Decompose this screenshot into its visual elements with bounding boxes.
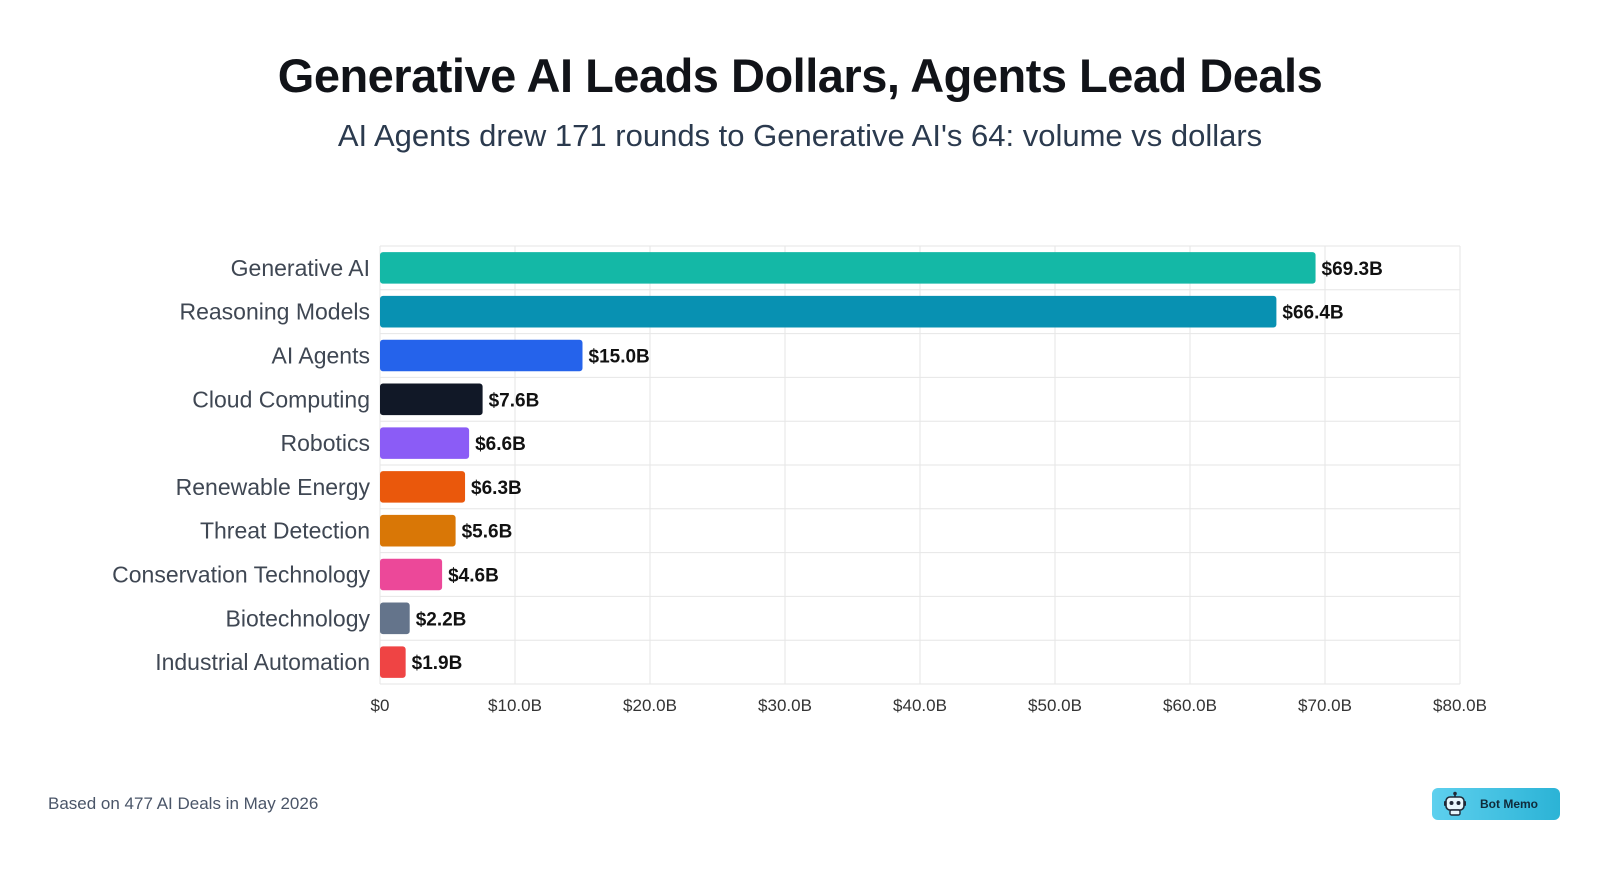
value-label: $5.6B bbox=[462, 522, 513, 543]
value-label: $6.6B bbox=[475, 434, 526, 455]
bar bbox=[380, 602, 410, 635]
x-tick-label: $20.0B bbox=[623, 696, 677, 715]
x-tick-label: $30.0B bbox=[758, 696, 812, 715]
robot-icon bbox=[1444, 791, 1466, 816]
bar bbox=[380, 339, 583, 372]
category-label: Reasoning Models bbox=[179, 299, 370, 325]
labels: $0 $10.0B $20.0B $30.0B $40.0B $50.0B $60.0B $7… bbox=[112, 255, 1487, 715]
value-label: $4.6B bbox=[448, 566, 499, 587]
category-label: Conservation Technology bbox=[112, 562, 370, 588]
bar bbox=[380, 514, 456, 547]
bar bbox=[380, 252, 1316, 284]
x-tick-label: $0 bbox=[371, 696, 390, 715]
x-tick-label: $80.0B bbox=[1433, 696, 1487, 715]
value-label: $15.0B bbox=[589, 347, 650, 368]
footnote: Based on 477 AI Deals in May 2026 bbox=[48, 794, 319, 813]
category-label: Robotics bbox=[281, 430, 370, 456]
category-label: Industrial Automation bbox=[155, 649, 370, 675]
x-tick-label: $60.0B bbox=[1163, 696, 1217, 715]
category-label: Biotechnology bbox=[226, 605, 371, 631]
bar bbox=[380, 471, 466, 503]
chart-subtitle: AI Agents drew 171 rounds to Generative … bbox=[337, 118, 1263, 153]
category-label: AI Agents bbox=[272, 343, 370, 369]
bars bbox=[380, 252, 1316, 678]
x-tick-label: $50.0B bbox=[1028, 696, 1082, 715]
bar bbox=[380, 646, 406, 678]
category-label: Renewable Energy bbox=[176, 474, 371, 500]
bar bbox=[380, 558, 443, 591]
bar bbox=[380, 427, 470, 459]
value-label: $2.2B bbox=[416, 609, 467, 630]
bar bbox=[380, 295, 1277, 328]
chart-title: Generative AI Leads Dollars, Agents Lead… bbox=[277, 49, 1323, 102]
value-label: $66.4B bbox=[1282, 303, 1343, 324]
value-label: $7.6B bbox=[489, 390, 540, 411]
value-label: $69.3B bbox=[1322, 259, 1383, 280]
category-label: Cloud Computing bbox=[192, 386, 370, 412]
badge-label: Bot Memo bbox=[1480, 797, 1538, 811]
value-label: $1.9B bbox=[412, 653, 463, 674]
value-label: $6.3B bbox=[471, 478, 522, 499]
category-label: Generative AI bbox=[231, 255, 370, 281]
bot-memo-badge: Bot Memo bbox=[1432, 788, 1560, 820]
x-tick-label: $10.0B bbox=[488, 696, 542, 715]
x-tick-label: $40.0B bbox=[893, 696, 947, 715]
x-tick-label: $70.0B bbox=[1298, 696, 1352, 715]
category-label: Threat Detection bbox=[200, 518, 370, 544]
bar bbox=[380, 383, 483, 416]
